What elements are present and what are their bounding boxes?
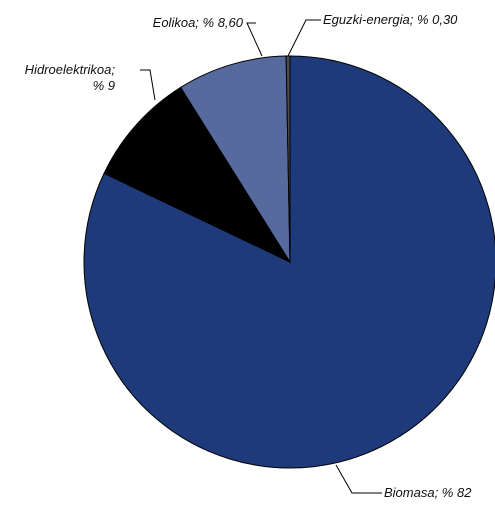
- pie-slices: [83, 55, 495, 469]
- label-hidroelektrikoa-line2: % 9: [93, 78, 115, 93]
- label-eguzki-energia: Eguzki-energia; % 0,30: [323, 12, 458, 27]
- label-biomasa: Biomasa; % 82: [384, 485, 472, 500]
- leader-line-biomasa: [335, 464, 382, 494]
- leader-line-eguzki: [287, 19, 321, 57]
- leader-line-hidroelektrikoa: [140, 69, 156, 101]
- leader-line-eolikoa: [246, 22, 263, 57]
- pie-slice-hidroelektrikoa: [103, 86, 292, 264]
- label-eolikoa: Eolikoa; % 8,60: [153, 15, 244, 30]
- label-hidroelektrikoa-line1: Hidroelektrikoa;: [25, 62, 116, 77]
- pie-slice-eolikoa: [179, 55, 291, 264]
